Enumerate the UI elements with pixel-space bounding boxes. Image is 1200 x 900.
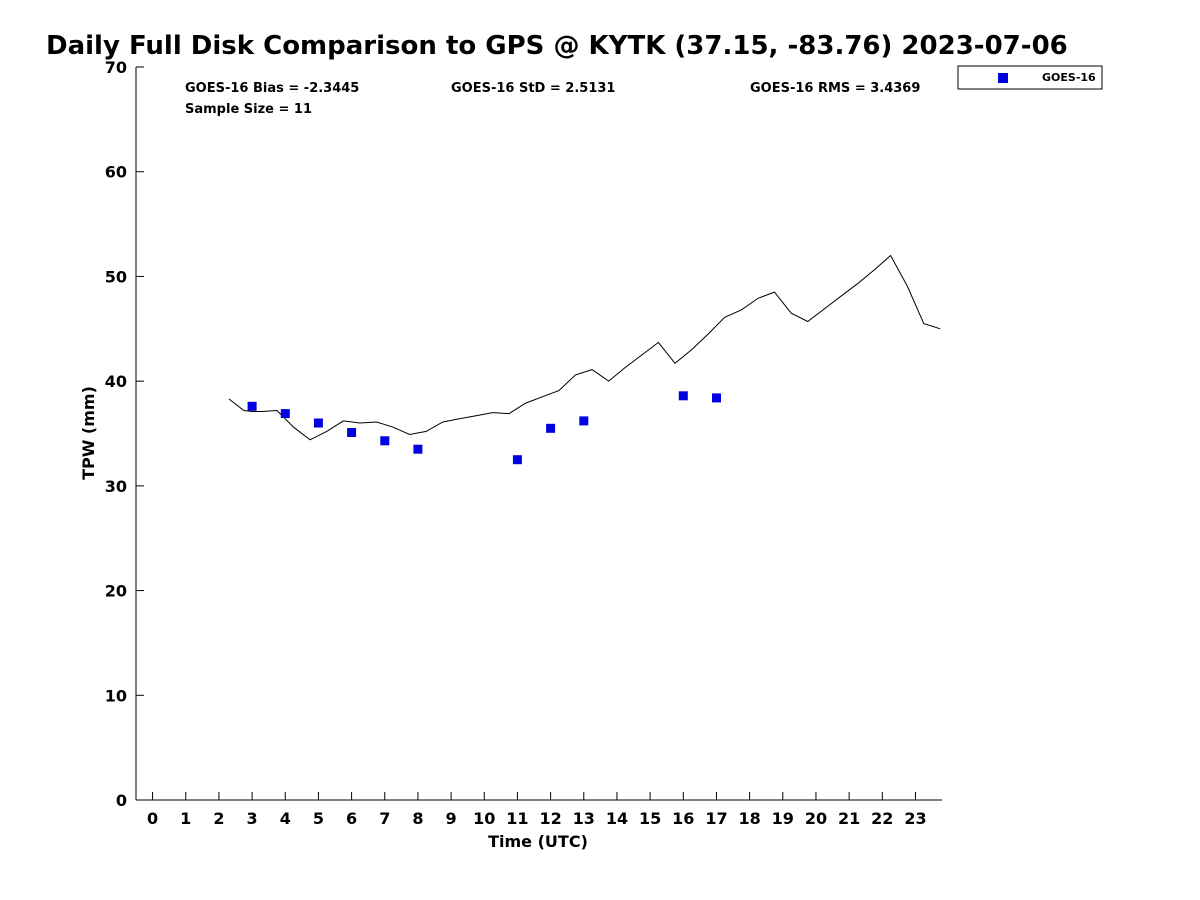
x-tick-label: 2 <box>213 809 224 828</box>
goes16-point <box>347 428 357 437</box>
goes16-point <box>546 423 556 433</box>
goes16-point <box>712 393 721 403</box>
goes16-point <box>413 444 423 454</box>
x-tick-label: 17 <box>705 809 727 828</box>
x-tick-label: 18 <box>738 809 760 828</box>
goes16-point <box>380 436 390 446</box>
goes16-point <box>247 401 257 411</box>
x-tick-label: 0 <box>147 809 158 828</box>
legend: GOES-16 <box>957 65 1103 90</box>
x-tick-label: 23 <box>904 809 926 828</box>
x-tick-label: 8 <box>412 809 423 828</box>
rms-stat: GOES-16 RMS = 3.4369 <box>750 81 920 96</box>
x-tick-label: 19 <box>772 809 794 828</box>
x-tick-label: 16 <box>672 809 694 828</box>
series-layer <box>228 254 941 465</box>
goes16-point <box>313 418 323 428</box>
y-tick-label: 50 <box>105 267 127 286</box>
std-stat: GOES-16 StD = 2.5131 <box>451 81 615 96</box>
x-tick-label: 5 <box>313 809 324 828</box>
legend-marker-goes16 <box>998 73 1008 83</box>
goes16-point <box>579 416 589 426</box>
y-tick-label: 40 <box>105 372 127 391</box>
legend-box <box>957 65 1103 90</box>
x-tick-label: 9 <box>446 809 457 828</box>
x-tick-label: 12 <box>539 809 561 828</box>
x-tick-label: 14 <box>606 809 628 828</box>
legend-label-goes16: GOES-16 <box>1042 71 1096 84</box>
x-tick-label: 4 <box>280 809 291 828</box>
x-axis-label: Time (UTC) <box>488 832 588 851</box>
x-tick-label: 15 <box>639 809 661 828</box>
gps-tpw-line <box>228 254 941 441</box>
chart-title: Daily Full Disk Comparison to GPS @ KYTK… <box>46 31 1068 61</box>
goes16-point <box>678 391 688 401</box>
goes16-point <box>280 409 290 419</box>
axes <box>135 67 942 801</box>
x-tick-label: 3 <box>247 809 258 828</box>
y-tick-label: 10 <box>105 686 127 705</box>
x-tick-label: 10 <box>473 809 495 828</box>
x-tick-label: 6 <box>346 809 357 828</box>
y-tick-label: 0 <box>116 791 127 810</box>
x-tick-label: 22 <box>871 809 893 828</box>
x-ticks: 0 1 2 3 4 5 6 7 8 9 10 11 12 13 14 15 16 17 18 19 20 21 22 23 <box>147 792 927 828</box>
y-tick-label: 30 <box>105 477 127 496</box>
x-tick-label: 1 <box>180 809 191 828</box>
y-tick-label: 70 <box>105 58 127 77</box>
x-tick-label: 11 <box>506 809 528 828</box>
goes16-point <box>512 455 522 465</box>
bias-stat: GOES-16 Bias = -2.3445 <box>185 81 359 96</box>
x-tick-label: 20 <box>805 809 827 828</box>
y-tick-label: 60 <box>105 163 127 182</box>
x-tick-label: 21 <box>838 809 860 828</box>
sample-size-stat: Sample Size = 11 <box>185 102 312 117</box>
y-ticks: 0 10 20 30 40 50 60 70 <box>105 58 144 810</box>
y-tick-label: 20 <box>105 582 127 601</box>
x-tick-label: 7 <box>379 809 390 828</box>
x-tick-label: 13 <box>573 809 595 828</box>
y-axis-label: TPW (mm) <box>79 386 98 480</box>
